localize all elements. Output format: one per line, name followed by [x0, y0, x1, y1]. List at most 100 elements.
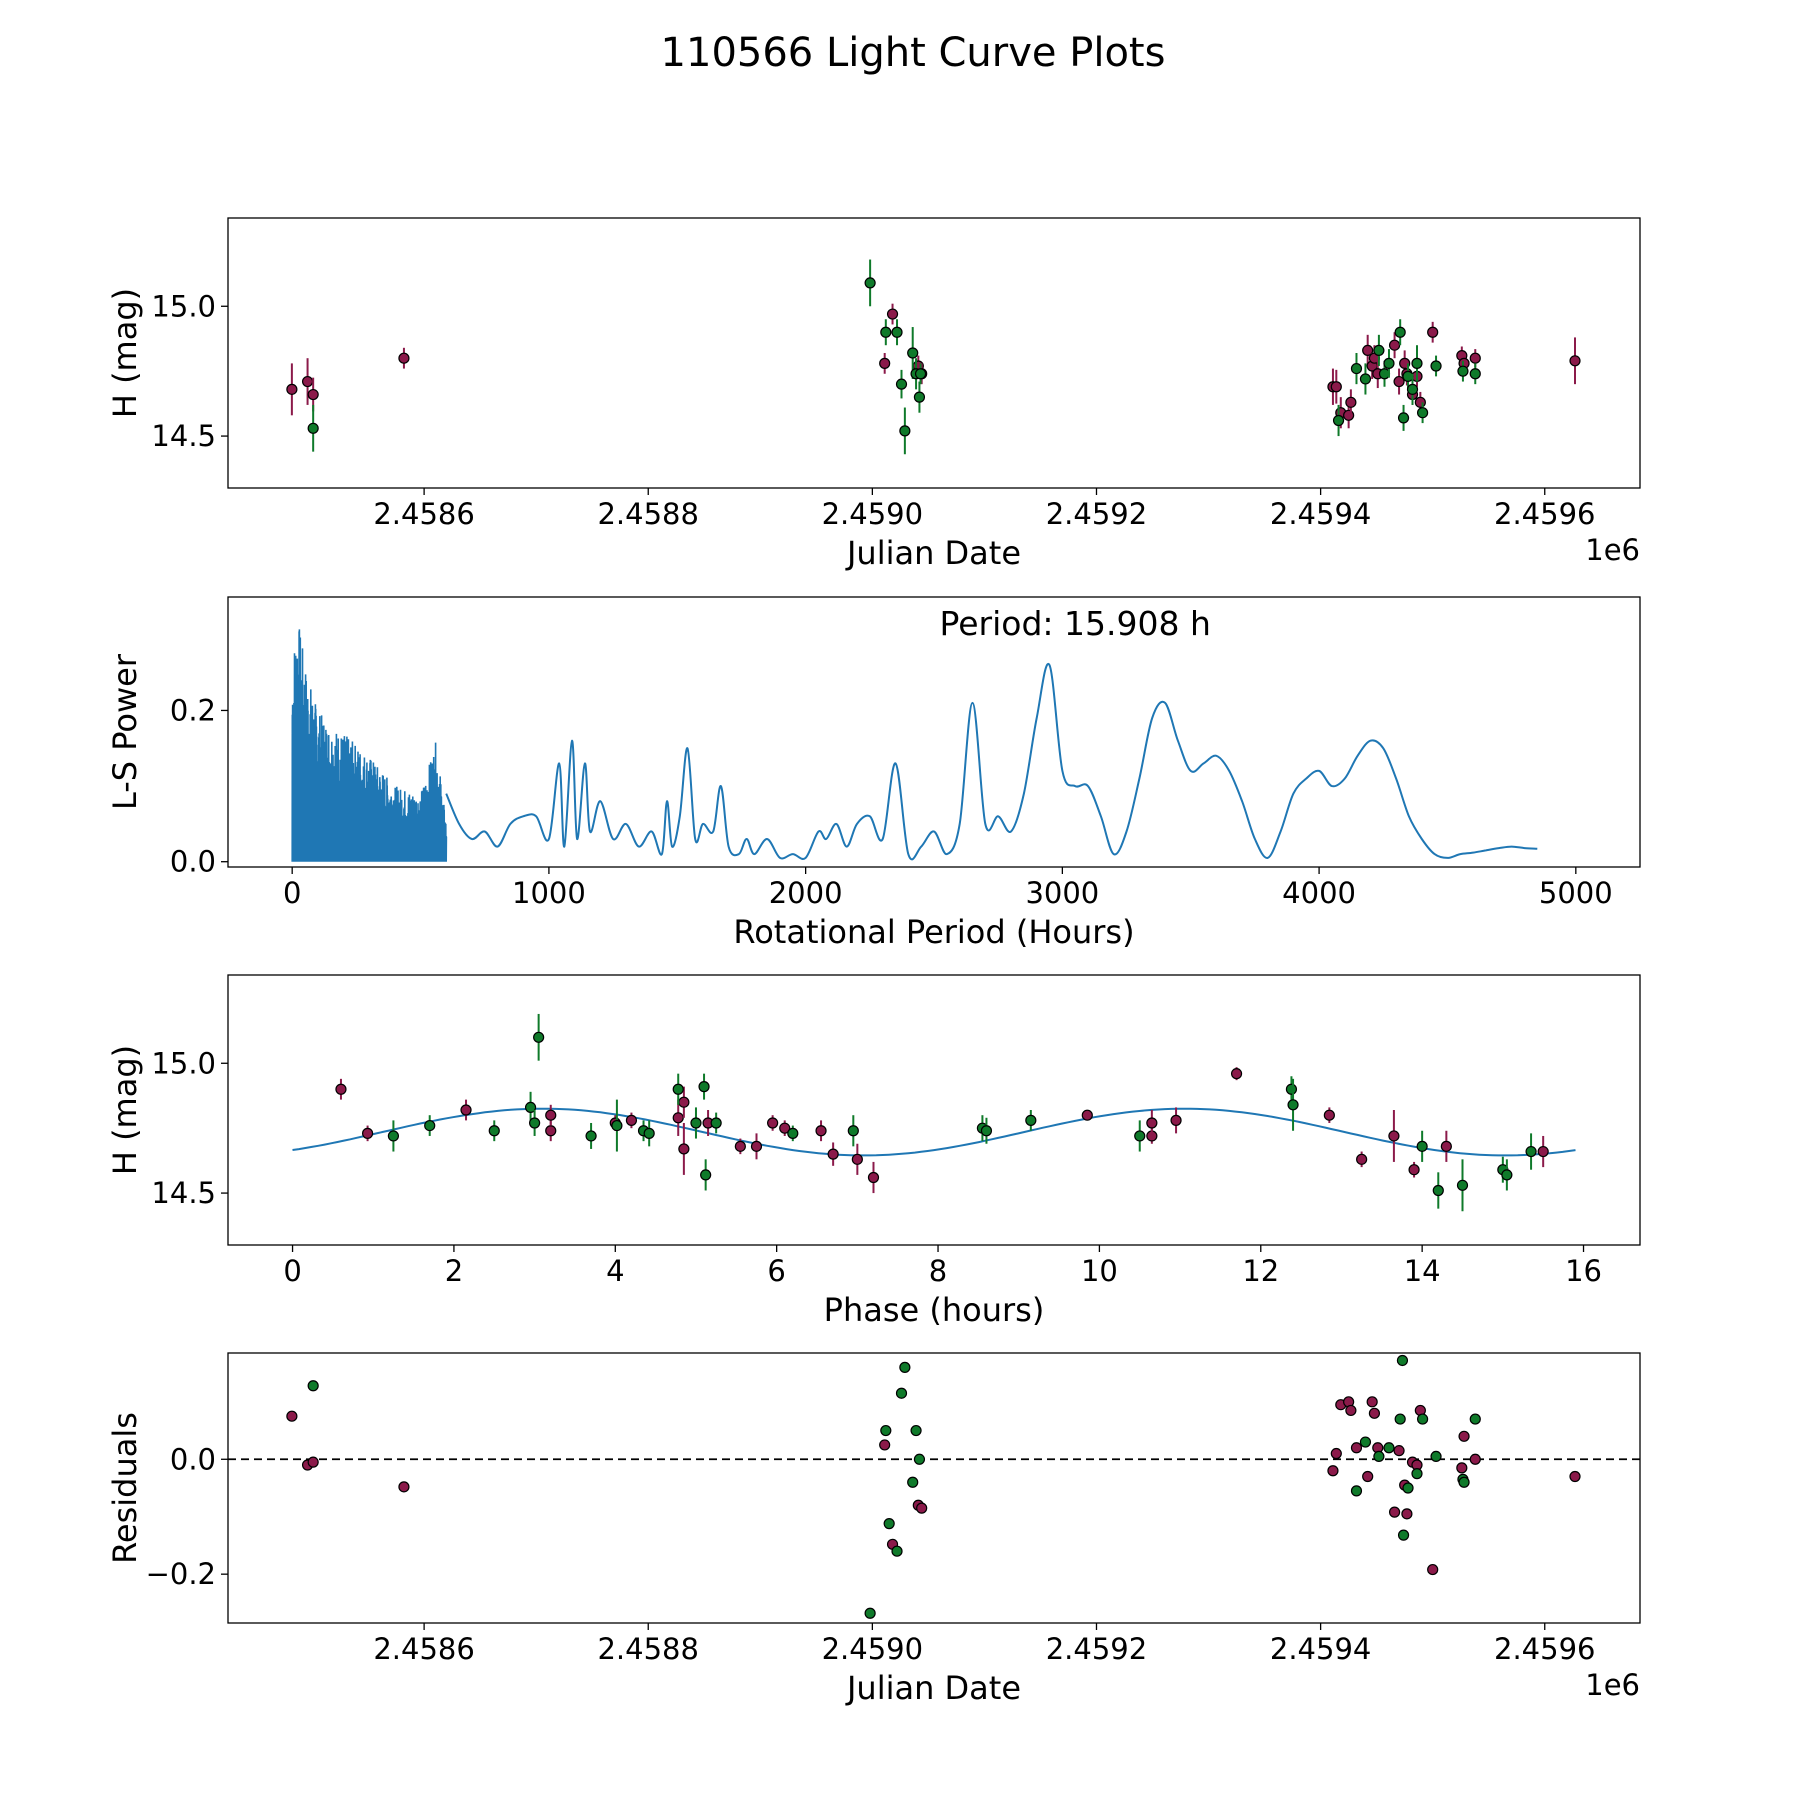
data-point-filter_b [1430, 360, 1442, 372]
x-tick-label: 2.4588 [597, 497, 698, 531]
data-point-filter_b [891, 326, 903, 338]
data-point-filter_b [529, 1117, 541, 1129]
x-tick-label: 2.4592 [1046, 497, 1147, 531]
data-point-filter_b [1287, 1099, 1299, 1111]
data-point-filter_a [827, 1148, 839, 1160]
data-point-filter_a [1393, 1445, 1405, 1457]
light-curve-xlabel: Julian Date [845, 534, 1021, 572]
data-point-filter_a [1330, 381, 1342, 393]
residuals-panel: 2.4586 2.4588 2.4590 2.4592 2.4594 2.4596 −0.2… [106, 1352, 1641, 1707]
data-point-filter_a [1362, 344, 1374, 357]
data-point-filter_b [643, 1127, 655, 1139]
data-point-filter_a [779, 1122, 791, 1134]
data-point-filter_b [880, 326, 892, 338]
data-point-filter_a [361, 1127, 374, 1139]
data-point-filter_b [524, 1101, 537, 1114]
data-point-filter_b [1383, 1442, 1395, 1454]
data-point-filter_b [907, 347, 919, 359]
phase-curve-ticks: 0 2 4 6 8 10 12 14 16 14.5 15.0 [151, 1046, 1602, 1288]
y-tick-label: 14.5 [151, 419, 216, 453]
data-point-filter_a [398, 352, 410, 364]
data-point-filter_a [1427, 326, 1439, 338]
data-point-filter_b [1394, 326, 1406, 338]
data-point-filter_a [460, 1104, 472, 1116]
data-point-filter_b [1416, 407, 1429, 419]
data-point-filter_a [1440, 1140, 1452, 1152]
data-point-filter_a [301, 375, 314, 388]
phase-curve-ylabel: H (mag) [106, 1045, 144, 1175]
x-tick-label: 2.4596 [1494, 497, 1595, 531]
data-point-filter_b [1396, 1354, 1409, 1367]
data-point-filter_a [672, 1112, 684, 1124]
x-tick-label: 12 [1242, 1254, 1279, 1288]
data-point-filter_a [1345, 1404, 1357, 1417]
light-curve-axes-frame [227, 217, 1641, 489]
data-point-filter_a [750, 1140, 763, 1152]
residuals-offset-label: 1e6 [1585, 1668, 1640, 1702]
data-point-filter_b [864, 277, 876, 289]
figure-title: 110566 Light Curve Plots [661, 30, 1166, 76]
data-point-filter_a [879, 357, 891, 369]
data-point-filter_b [847, 1125, 859, 1137]
data-point-filter_a [678, 1096, 690, 1108]
data-point-filter_a [1458, 1430, 1470, 1442]
data-point-filter_b [1411, 357, 1423, 369]
phase-curve-data [292, 1013, 1576, 1212]
x-tick-label: 2000 [769, 876, 843, 910]
residuals-data [228, 1354, 1640, 1619]
data-point-filter_b [698, 1081, 710, 1093]
periodogram-dense-region [291, 629, 448, 862]
data-point-filter_b [1416, 1413, 1429, 1425]
x-tick-label: 2.4588 [597, 1632, 698, 1666]
residuals-ticks: 2.4586 2.4588 2.4590 2.4592 2.4594 2.4596 −0.2… [146, 1442, 1596, 1666]
data-point-filter_a [545, 1109, 557, 1121]
phase-fit-curve [292, 1107, 1576, 1157]
data-point-filter_b [914, 368, 927, 380]
data-point-filter_b [1359, 1436, 1372, 1448]
data-point-filter_b [907, 1476, 919, 1488]
light-curve-data [286, 259, 1581, 455]
data-point-filter_b [1432, 1184, 1444, 1197]
data-point-filter_b [1469, 1413, 1481, 1425]
data-point-filter_b [1501, 1169, 1513, 1181]
phase-curve-panel: 0 2 4 6 8 10 12 14 16 14.5 15.0 Phase (hours) H (m… [106, 974, 1641, 1329]
data-point-filter_b [1350, 1485, 1363, 1497]
data-point-filter_b [913, 1453, 926, 1465]
data-point-filter_b [1430, 1450, 1442, 1463]
data-point-filter_a [307, 388, 319, 401]
data-point-filter_b [307, 422, 319, 434]
data-point-filter_a [1537, 1145, 1549, 1158]
data-point-filter_b [710, 1117, 722, 1129]
x-tick-label: 0 [283, 1254, 301, 1288]
data-point-filter_a [867, 1171, 880, 1184]
y-tick-label: 15.0 [151, 1046, 216, 1080]
x-tick-label: 2.4592 [1046, 1632, 1147, 1666]
data-point-filter_b [1397, 412, 1410, 424]
data-point-filter_a [1343, 409, 1355, 421]
data-point-filter_b [690, 1117, 702, 1129]
data-point-filter_a [1350, 1442, 1363, 1454]
data-point-filter_a [625, 1114, 638, 1126]
data-point-filter_b [891, 1545, 903, 1557]
data-point-filter_a [1366, 1396, 1378, 1408]
data-point-filter_a [1230, 1068, 1243, 1080]
data-point-filter_b [700, 1169, 712, 1181]
data-point-filter_a [1393, 375, 1405, 388]
y-tick-label: −0.2 [146, 1557, 216, 1591]
residuals-xlabel: Julian Date [845, 1669, 1021, 1707]
data-point-filter_a [734, 1140, 746, 1152]
data-point-filter_b [1411, 1468, 1423, 1480]
data-point-filter_b [387, 1130, 400, 1142]
data-point-filter_b [910, 1424, 922, 1437]
x-tick-label: 10 [1081, 1254, 1118, 1288]
y-tick-label: 0.0 [170, 845, 216, 879]
data-point-filter_a [1170, 1114, 1182, 1126]
x-tick-label: 1000 [512, 876, 586, 910]
data-point-filter_a [1081, 1109, 1093, 1121]
data-point-filter_b [899, 425, 911, 437]
data-point-filter_b [1458, 1476, 1470, 1488]
x-tick-label: 6 [767, 1254, 785, 1288]
periodogram-axes-frame [227, 596, 1641, 868]
data-point-filter_b [883, 1518, 895, 1530]
data-point-filter_b [787, 1127, 799, 1139]
